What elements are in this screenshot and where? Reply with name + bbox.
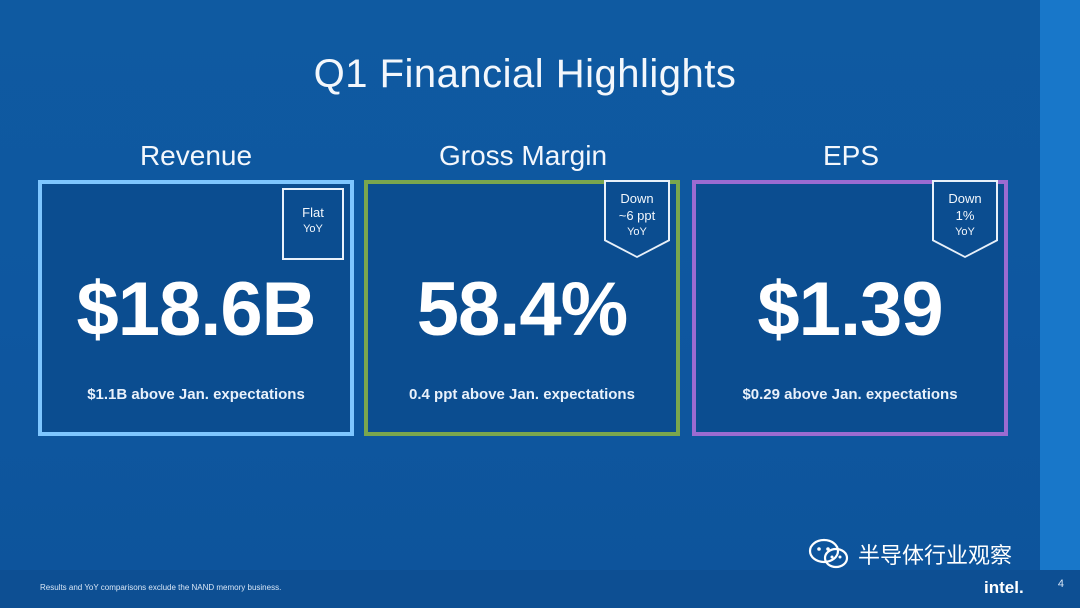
gross-margin-yoy-badge: Down ~6 ppt YoY bbox=[604, 180, 670, 258]
eps-title: EPS bbox=[822, 140, 880, 171]
badge-line-3: YoY bbox=[955, 226, 975, 238]
gross-margin-card: Down ~6 ppt YoY 58.4% 0.4 ppt above Jan.… bbox=[364, 180, 680, 436]
badge-line-3: YoY bbox=[627, 226, 647, 238]
eps-value: $1.39 bbox=[757, 267, 943, 352]
right-accent-stripe bbox=[1040, 0, 1080, 608]
badge-line-2: YoY bbox=[303, 223, 323, 235]
watermark-text: 半导体行业观察 bbox=[858, 544, 1013, 569]
revenue-value: $18.6B bbox=[76, 267, 316, 352]
gross-margin-note: 0.4 ppt above Jan. expectations bbox=[409, 386, 635, 403]
revenue-card: Flat YoY $18.6B $1.1B above Jan. expecta… bbox=[38, 180, 354, 436]
page-number: 4 bbox=[1057, 578, 1064, 590]
gross-margin-title: Gross Margin bbox=[438, 140, 608, 171]
footnote: Results and YoY comparisons exclude the … bbox=[40, 583, 282, 592]
revenue-note: $1.1B above Jan. expectations bbox=[87, 386, 305, 403]
eps-yoy-badge: Down 1% YoY bbox=[932, 180, 998, 258]
badge-line-1: Down bbox=[620, 191, 654, 206]
revenue-title: Revenue bbox=[139, 140, 253, 171]
revenue-yoy-badge: Flat YoY bbox=[282, 188, 344, 260]
badge-line-2: 1% bbox=[955, 208, 975, 223]
badge-line-1: Down bbox=[948, 191, 982, 206]
badge-line-1: Flat bbox=[302, 205, 324, 220]
slide-title: Q1 Financial Highlights bbox=[313, 52, 737, 96]
badge-line-2: ~6 ppt bbox=[618, 208, 656, 223]
wechat-icon bbox=[808, 538, 849, 569]
intel-logo: intel. bbox=[984, 578, 1024, 597]
watermark: 半导体行业观察 bbox=[808, 538, 1012, 570]
bottom-bar bbox=[0, 570, 1080, 608]
eps-note: $0.29 above Jan. expectations bbox=[742, 386, 958, 403]
eps-card: Down 1% YoY $1.39 $0.29 above Jan. expec… bbox=[692, 180, 1008, 436]
gross-margin-value: 58.4% bbox=[416, 267, 629, 352]
